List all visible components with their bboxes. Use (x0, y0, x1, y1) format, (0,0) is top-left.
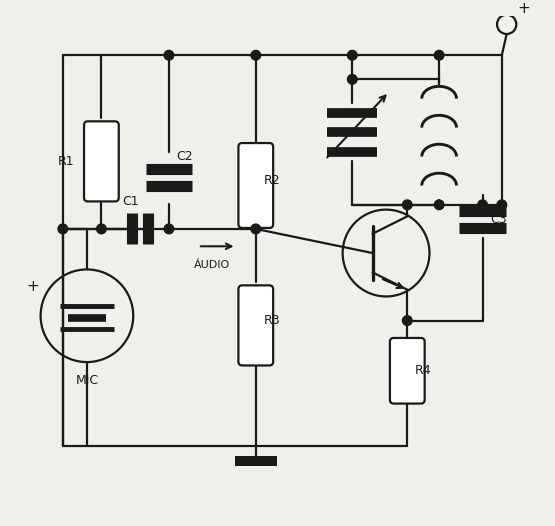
Circle shape (251, 50, 261, 60)
Circle shape (497, 200, 507, 210)
Circle shape (435, 50, 444, 60)
Circle shape (164, 224, 174, 234)
Circle shape (164, 50, 174, 60)
Text: C2: C2 (176, 150, 193, 163)
FancyBboxPatch shape (239, 286, 273, 366)
Circle shape (478, 200, 487, 210)
Text: R4: R4 (415, 365, 432, 377)
Text: R3: R3 (264, 314, 280, 327)
Text: C1: C1 (122, 195, 139, 208)
Text: R1: R1 (58, 155, 74, 168)
Circle shape (347, 50, 357, 60)
Circle shape (402, 200, 412, 210)
Circle shape (402, 316, 412, 326)
FancyBboxPatch shape (390, 338, 425, 403)
Circle shape (251, 224, 261, 234)
Text: +: + (27, 279, 39, 295)
Circle shape (347, 75, 357, 84)
Circle shape (435, 200, 444, 210)
Text: +: + (518, 2, 531, 16)
Text: MIC: MIC (75, 373, 98, 387)
Text: ÁUDIO: ÁUDIO (194, 260, 230, 270)
FancyBboxPatch shape (239, 143, 273, 228)
Circle shape (58, 224, 68, 234)
FancyBboxPatch shape (84, 122, 119, 201)
Text: C3: C3 (490, 213, 507, 226)
Text: R2: R2 (264, 174, 280, 187)
Circle shape (97, 224, 106, 234)
